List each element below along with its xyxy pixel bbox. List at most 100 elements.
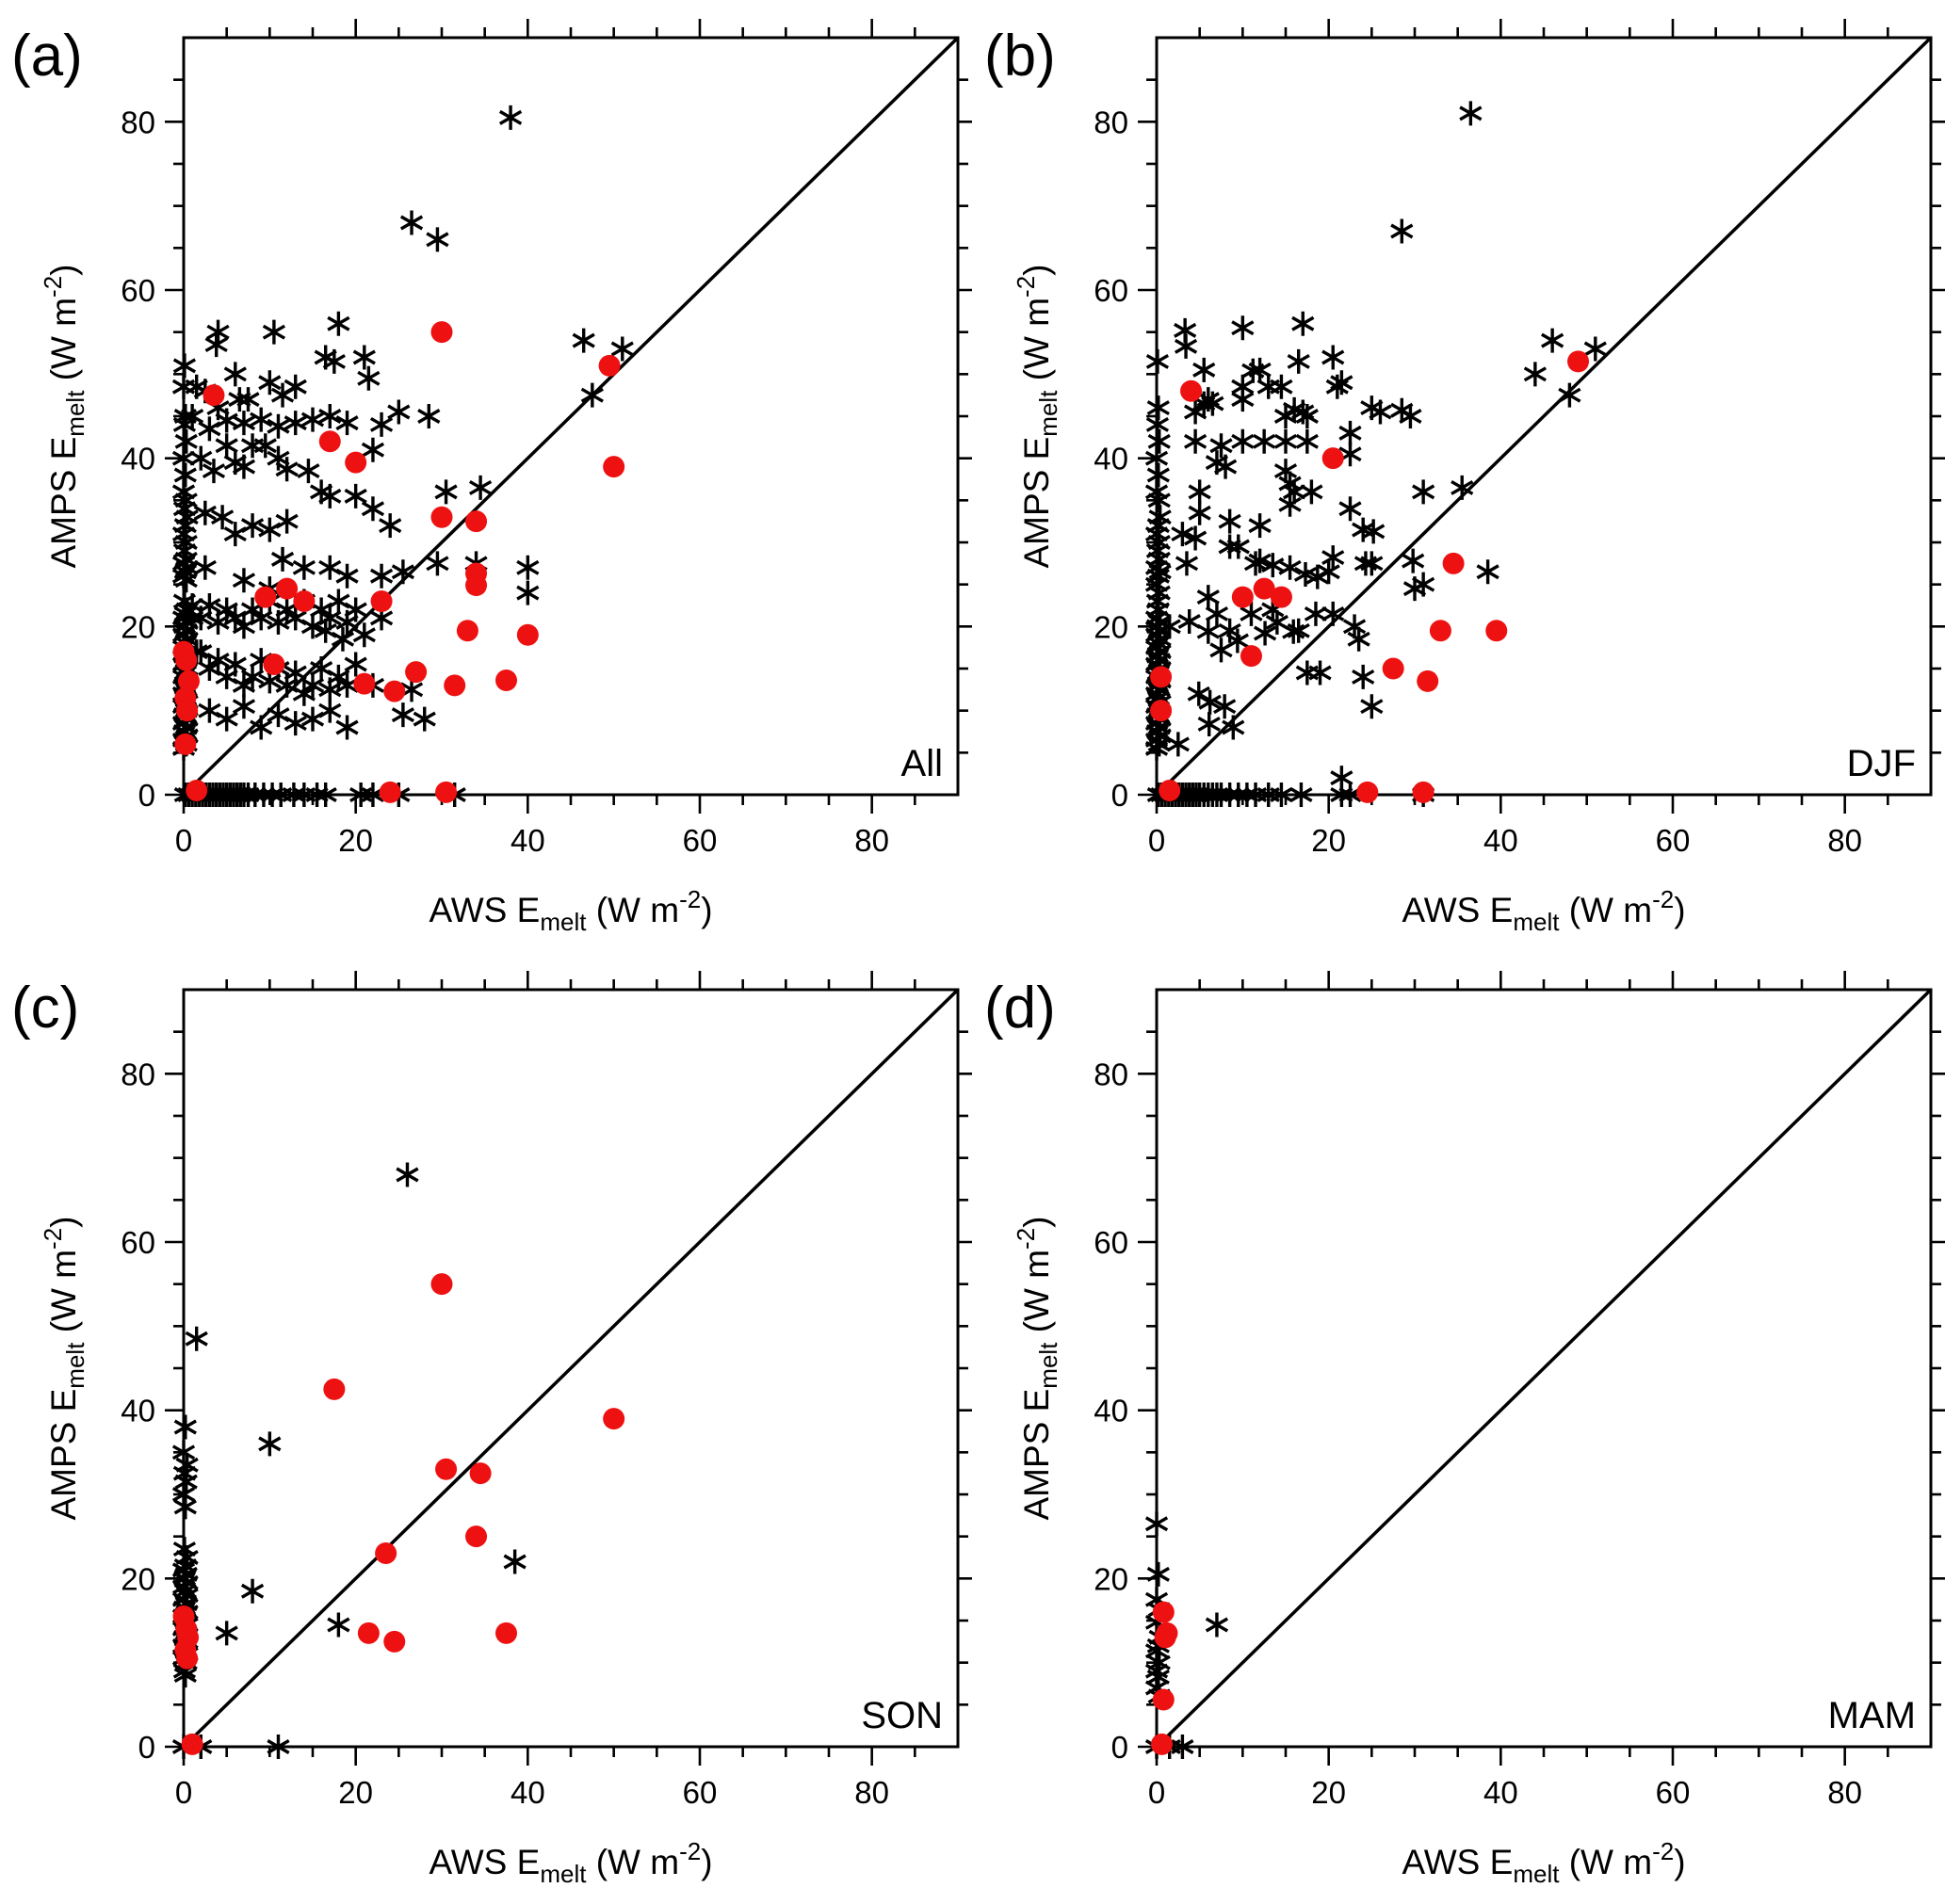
one-to-one-line xyxy=(1155,988,1933,1749)
asterisk-marker xyxy=(1158,614,1181,639)
asterisk-marker xyxy=(240,513,265,539)
red-dot-marker xyxy=(1382,657,1404,680)
red-dot-marker xyxy=(1152,1688,1175,1711)
asterisk-marker xyxy=(223,522,247,547)
asterisk-marker xyxy=(1174,333,1198,359)
one-to-one-line xyxy=(182,988,960,1749)
asterisk-marker xyxy=(314,783,337,807)
asterisk-marker xyxy=(1390,218,1414,244)
asterisk-markers xyxy=(1144,101,1607,807)
asterisk-marker xyxy=(223,362,247,387)
svg-text:0: 0 xyxy=(1111,1730,1128,1765)
axis-title: AWS Emelt (W m-2) xyxy=(1402,1837,1685,1888)
asterisk-marker xyxy=(1321,601,1345,626)
svg-text:80: 80 xyxy=(1827,1775,1862,1810)
asterisk-marker xyxy=(1209,637,1233,663)
asterisk-marker xyxy=(206,319,230,345)
asterisk-marker xyxy=(1295,660,1319,686)
asterisk-marker xyxy=(1188,500,1211,525)
asterisk-marker xyxy=(335,563,359,589)
asterisk-marker xyxy=(391,702,415,728)
asterisk-marker xyxy=(1177,608,1201,634)
asterisk-marker xyxy=(1295,404,1319,428)
asterisk-marker xyxy=(300,672,325,698)
red-dot-marker xyxy=(203,384,225,407)
red-dot-marker xyxy=(603,1408,625,1430)
asterisk-marker xyxy=(250,605,273,631)
red-dot-marker xyxy=(177,670,200,692)
asterisk-marker xyxy=(399,210,424,235)
season-label: All xyxy=(901,743,943,784)
red-dot-marker xyxy=(1270,586,1292,608)
asterisk-marker xyxy=(610,336,634,362)
asterisk-marker xyxy=(215,433,238,459)
asterisk-marker xyxy=(396,1162,419,1187)
asterisk-marker xyxy=(258,1431,282,1457)
red-dot-marker xyxy=(1180,379,1203,402)
asterisk-marker xyxy=(171,479,196,505)
red-dot-marker xyxy=(1417,670,1439,692)
asterisk-marker xyxy=(1144,1511,1169,1537)
svg-text:0: 0 xyxy=(138,778,155,813)
asterisk-marker xyxy=(1231,315,1255,341)
panel-a-all: 0 0 20 20 40 40 60 60 80 80 (a) All AWS Emelt (W m-2… xyxy=(0,0,972,952)
red-dot-marker xyxy=(383,1630,406,1653)
asterisk-marker xyxy=(361,437,385,462)
asterisk-marker xyxy=(1146,462,1170,488)
svg-text:60: 60 xyxy=(683,1775,718,1810)
red-dot-marker xyxy=(430,506,453,528)
asterisk-marker xyxy=(1218,508,1241,534)
asterisk-marker xyxy=(1338,496,1362,522)
asterisk-marker xyxy=(1166,732,1190,757)
asterisk-marker xyxy=(1342,614,1367,639)
one-to-one-line xyxy=(182,36,960,797)
asterisk-marker xyxy=(417,404,441,428)
red-dot-marker xyxy=(176,1647,199,1670)
asterisk-marker xyxy=(193,555,217,580)
asterisk-marker xyxy=(1523,362,1547,387)
asterisk-marker xyxy=(1231,387,1255,412)
asterisk-marker xyxy=(1291,311,1315,336)
axis-title: AWS Emelt (W m-2) xyxy=(429,1837,712,1888)
panel-letter: (d) xyxy=(984,976,1056,1041)
red-dot-marker xyxy=(1159,780,1181,802)
asterisk-marker xyxy=(275,457,299,482)
asterisk-marker xyxy=(1352,664,1375,689)
asterisk-marker xyxy=(1146,1561,1170,1587)
asterisk-marker xyxy=(344,483,367,508)
asterisk-marker xyxy=(173,1494,197,1520)
svg-text:20: 20 xyxy=(1311,823,1346,858)
svg-text:0: 0 xyxy=(1148,1775,1165,1810)
asterisk-marker xyxy=(240,433,265,459)
red-dot-marker xyxy=(345,451,367,474)
asterisk-marker xyxy=(258,370,282,395)
asterisk-marker xyxy=(297,459,320,484)
asterisk-marker xyxy=(318,404,342,428)
red-dot-marker xyxy=(276,577,299,600)
red-dot-marker xyxy=(603,456,625,478)
asterisk-marker xyxy=(1197,711,1221,736)
asterisk-marker xyxy=(391,559,415,585)
asterisk-marker xyxy=(1321,545,1345,571)
svg-text:40: 40 xyxy=(511,823,545,858)
asterisk-marker xyxy=(1317,559,1340,585)
asterisk-marker xyxy=(1241,358,1265,383)
asterisk-marker xyxy=(498,105,523,130)
asterisk-marker xyxy=(198,698,221,723)
red-dot-marker xyxy=(323,1378,346,1400)
asterisk-marker xyxy=(335,715,359,740)
asterisk-marker xyxy=(1583,336,1607,362)
svg-text:80: 80 xyxy=(121,1057,155,1091)
svg-text:60: 60 xyxy=(1656,1775,1691,1810)
asterisk-marker xyxy=(1209,433,1233,459)
red-dot-marker xyxy=(186,780,208,802)
asterisk-marker xyxy=(236,387,260,412)
panel-letter: (c) xyxy=(11,976,79,1041)
asterisk-marker xyxy=(1188,479,1211,505)
red-dot-marker xyxy=(1231,586,1254,608)
asterisk-marker xyxy=(1270,374,1293,399)
red-dot-marker xyxy=(175,649,198,671)
asterisk-marker xyxy=(171,374,196,399)
asterisk-marker xyxy=(1541,328,1564,353)
asterisk-marker xyxy=(284,711,307,736)
